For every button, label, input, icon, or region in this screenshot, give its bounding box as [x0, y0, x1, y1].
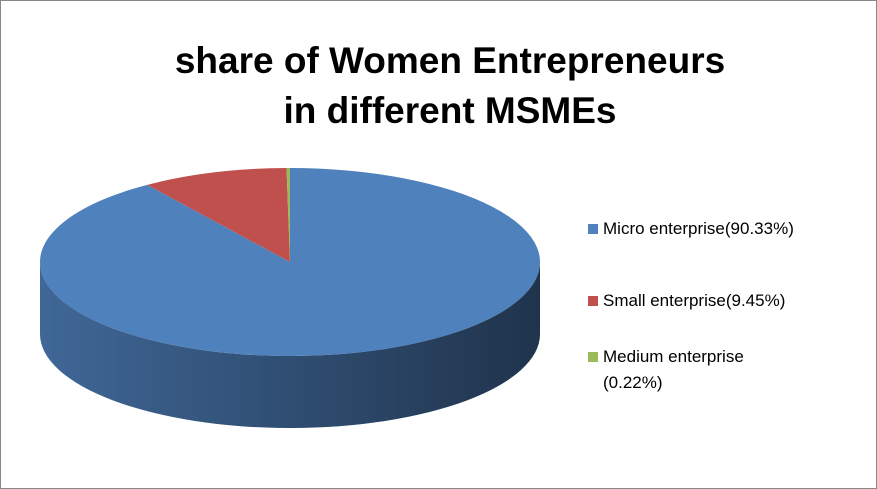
- legend-label: Medium enterprise (0.22%): [603, 347, 744, 392]
- slice: [286, 168, 290, 262]
- legend-label: Micro enterprise(90.33%): [603, 219, 794, 238]
- legend-label: Small enterprise(9.45%): [603, 291, 786, 310]
- chart-title: share of Women Entrepreneurs in differen…: [174, 40, 726, 131]
- legend-swatch: [588, 296, 598, 306]
- slice: [147, 168, 290, 262]
- side-shade: [40, 262, 540, 428]
- legend-swatch: [588, 352, 598, 362]
- legend-swatch: [588, 224, 598, 234]
